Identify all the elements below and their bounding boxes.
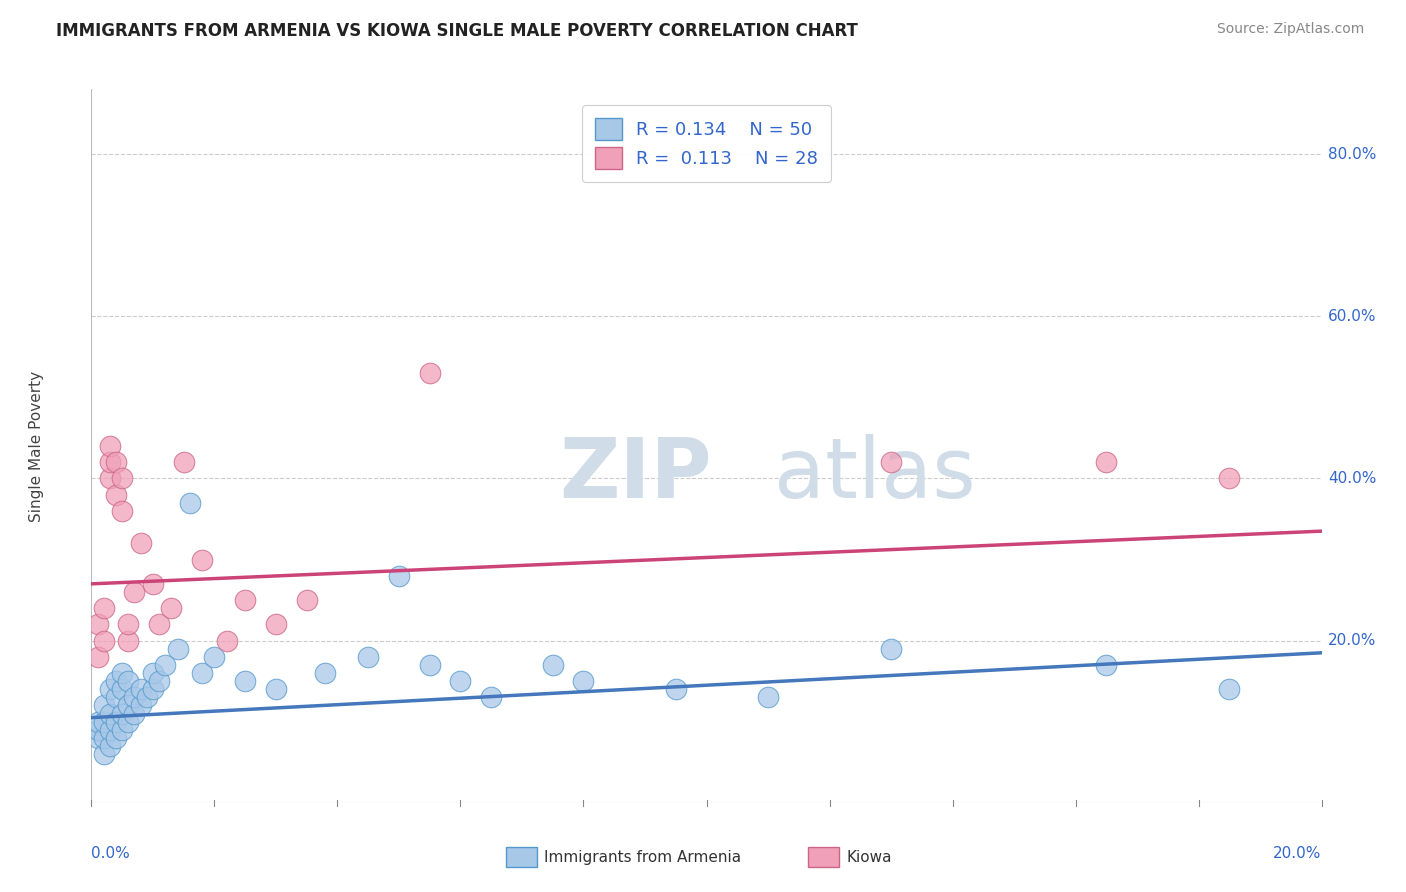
Point bbox=[105, 690, 127, 705]
Point bbox=[388, 568, 411, 582]
Point bbox=[124, 690, 146, 705]
Point bbox=[191, 666, 214, 681]
Text: Immigrants from Armenia: Immigrants from Armenia bbox=[544, 850, 741, 864]
Point bbox=[166, 641, 188, 656]
Point bbox=[86, 723, 108, 737]
Point bbox=[314, 666, 336, 681]
Text: 60.0%: 60.0% bbox=[1327, 309, 1376, 324]
Point bbox=[419, 657, 441, 672]
Text: atlas: atlas bbox=[775, 434, 976, 515]
Point bbox=[756, 690, 779, 705]
Point bbox=[419, 366, 441, 380]
Point bbox=[479, 690, 502, 705]
Point bbox=[111, 723, 134, 737]
Point bbox=[86, 617, 108, 632]
Point bbox=[124, 585, 146, 599]
Point bbox=[98, 439, 121, 453]
Point bbox=[105, 714, 127, 729]
Point bbox=[105, 731, 127, 745]
Text: 0.0%: 0.0% bbox=[91, 846, 131, 861]
Point bbox=[93, 747, 115, 761]
Text: Single Male Poverty: Single Male Poverty bbox=[28, 370, 44, 522]
Point bbox=[98, 455, 121, 469]
Text: 80.0%: 80.0% bbox=[1327, 146, 1376, 161]
Point bbox=[117, 714, 139, 729]
Point bbox=[129, 536, 152, 550]
Point bbox=[124, 706, 146, 721]
Text: IMMIGRANTS FROM ARMENIA VS KIOWA SINGLE MALE POVERTY CORRELATION CHART: IMMIGRANTS FROM ARMENIA VS KIOWA SINGLE … bbox=[56, 22, 858, 40]
Text: 20.0%: 20.0% bbox=[1327, 633, 1376, 648]
Text: 40.0%: 40.0% bbox=[1327, 471, 1376, 486]
Point bbox=[86, 649, 108, 664]
Point bbox=[1095, 455, 1118, 469]
Point bbox=[117, 617, 139, 632]
Point bbox=[880, 455, 903, 469]
Point bbox=[880, 641, 903, 656]
Point bbox=[129, 682, 152, 697]
Point bbox=[93, 698, 115, 713]
Point bbox=[1218, 471, 1240, 485]
Point bbox=[93, 714, 115, 729]
Point bbox=[135, 690, 157, 705]
Point bbox=[98, 682, 121, 697]
Point bbox=[86, 731, 108, 745]
Point bbox=[117, 674, 139, 689]
Point bbox=[93, 731, 115, 745]
Point bbox=[541, 657, 564, 672]
Point bbox=[202, 649, 225, 664]
Point bbox=[264, 617, 287, 632]
Point bbox=[665, 682, 688, 697]
Point bbox=[93, 633, 115, 648]
Point bbox=[295, 593, 318, 607]
Point bbox=[111, 682, 134, 697]
Point bbox=[357, 649, 380, 664]
Point bbox=[191, 552, 214, 566]
Text: Kiowa: Kiowa bbox=[846, 850, 891, 864]
Point bbox=[111, 504, 134, 518]
Point bbox=[142, 666, 165, 681]
Point bbox=[117, 698, 139, 713]
Point bbox=[105, 455, 127, 469]
Point bbox=[148, 617, 170, 632]
Text: Source: ZipAtlas.com: Source: ZipAtlas.com bbox=[1216, 22, 1364, 37]
Point bbox=[98, 723, 121, 737]
Point bbox=[111, 706, 134, 721]
Point bbox=[160, 601, 183, 615]
Point bbox=[153, 657, 177, 672]
Point bbox=[98, 471, 121, 485]
Point bbox=[233, 593, 256, 607]
Point bbox=[572, 674, 595, 689]
Point bbox=[111, 666, 134, 681]
Legend: R = 0.134    N = 50, R =  0.113    N = 28: R = 0.134 N = 50, R = 0.113 N = 28 bbox=[582, 105, 831, 182]
Text: 20.0%: 20.0% bbox=[1274, 846, 1322, 861]
Point bbox=[173, 455, 195, 469]
Point bbox=[179, 496, 201, 510]
Point bbox=[148, 674, 170, 689]
Point bbox=[142, 682, 165, 697]
Point bbox=[215, 633, 238, 648]
Point bbox=[98, 706, 121, 721]
Point bbox=[105, 674, 127, 689]
Point bbox=[93, 601, 115, 615]
Point bbox=[117, 633, 139, 648]
Point bbox=[1218, 682, 1240, 697]
Point bbox=[111, 471, 134, 485]
Point bbox=[233, 674, 256, 689]
Point bbox=[129, 698, 152, 713]
Point bbox=[142, 577, 165, 591]
Point bbox=[86, 714, 108, 729]
Point bbox=[105, 488, 127, 502]
Point bbox=[264, 682, 287, 697]
Point bbox=[98, 739, 121, 753]
Text: ZIP: ZIP bbox=[558, 434, 711, 515]
Point bbox=[1095, 657, 1118, 672]
Point bbox=[449, 674, 471, 689]
